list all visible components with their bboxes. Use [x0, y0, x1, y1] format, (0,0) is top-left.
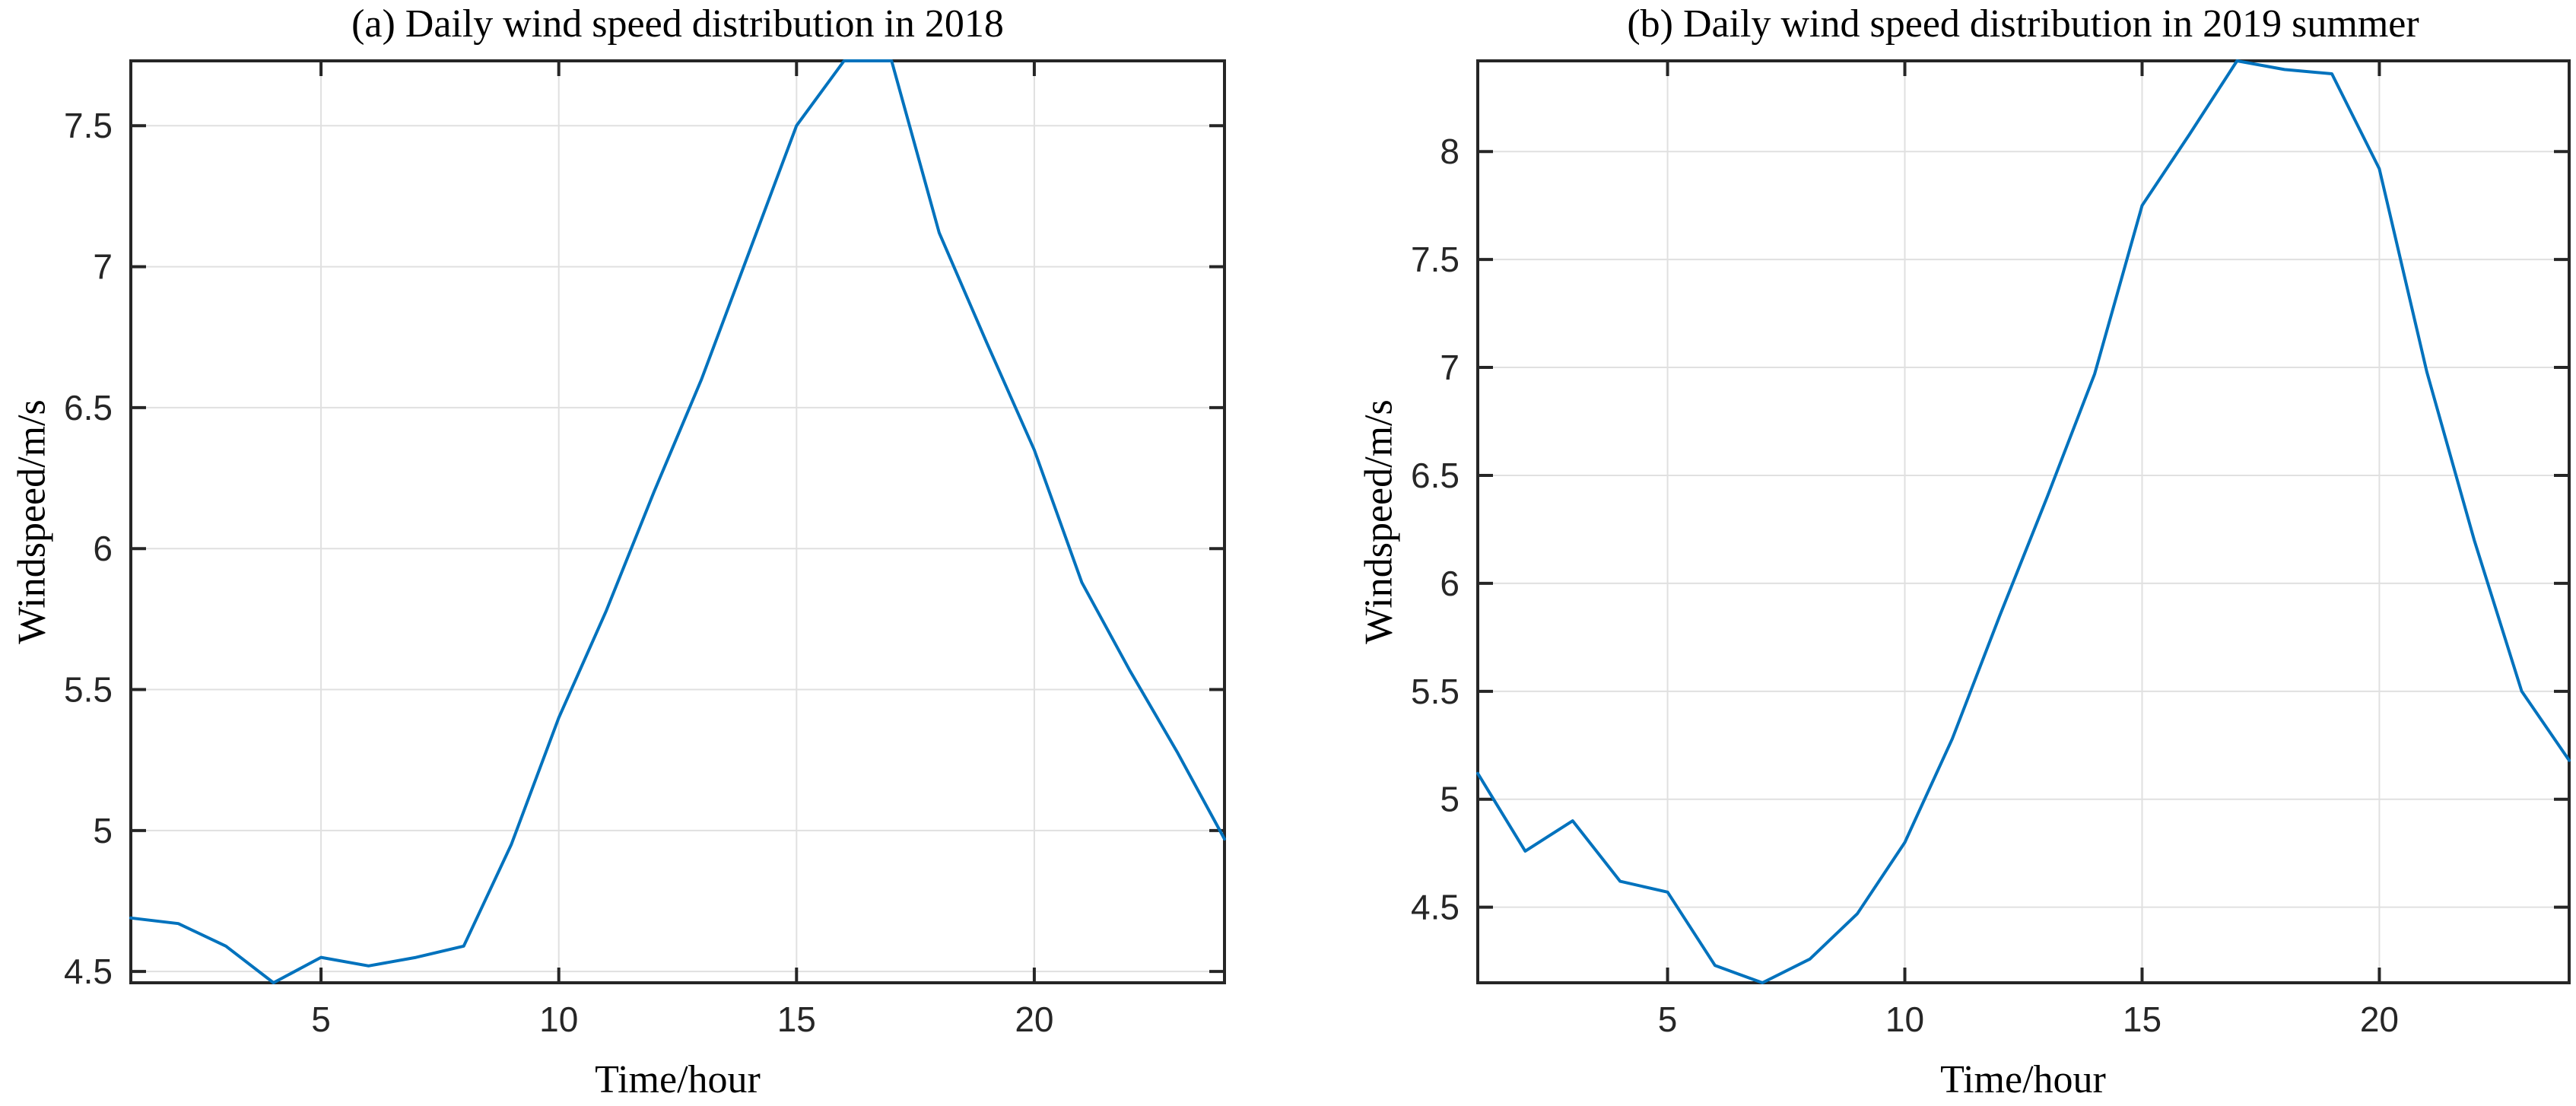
- y-tick-label: 6: [1440, 564, 1460, 603]
- axes-frame: [1476, 59, 2571, 984]
- x-tick-label: 15: [2123, 1000, 2161, 1039]
- plot-background: [131, 61, 1224, 983]
- y-tick-label: 7.5: [64, 106, 113, 145]
- plot-background: [1478, 61, 2569, 983]
- y-tick-label: 7.5: [1411, 240, 1460, 279]
- y-tick-label: 7: [1440, 348, 1460, 387]
- x-tick-label: 10: [539, 1000, 578, 1039]
- y-tick-label: 8: [1440, 132, 1460, 171]
- y-tick-label: 6.5: [1411, 456, 1460, 495]
- y-tick-label: 7: [93, 247, 113, 287]
- x-tick-label: 10: [1885, 1000, 1924, 1039]
- x-tick-label: 20: [2360, 1000, 2399, 1039]
- windspeed-series-line: [129, 59, 1226, 984]
- axes-frame: [129, 59, 1226, 984]
- y-tick-label: 5: [93, 811, 113, 850]
- y-tick-label: 4.5: [1411, 888, 1460, 927]
- y-tick-label: 6: [93, 529, 113, 568]
- x-tick-label: 5: [1658, 1000, 1678, 1039]
- panel-b-xlabel: Time/hour: [1940, 1058, 2106, 1101]
- y-tick-label: 5.5: [1411, 672, 1460, 711]
- panel-a-ylabel: Windspeed/m/s: [10, 399, 54, 644]
- panel-a-title: (a) Daily wind speed distribution in 201…: [351, 2, 1004, 46]
- panel-a-plot: 5 10 15 20 4.5 5 5.5 6 6.5 7 7.5: [64, 59, 1226, 1039]
- panel-b-title: (b) Daily wind speed distribution in 201…: [1627, 2, 2419, 46]
- y-tick-label: 5.5: [64, 670, 113, 710]
- y-tick-label: 4.5: [64, 952, 113, 991]
- x-tick-label: 20: [1015, 1000, 1053, 1039]
- y-tick-label: 6.5: [64, 388, 113, 427]
- x-tick-label: 15: [777, 1000, 816, 1039]
- y-tick-label: 5: [1440, 780, 1460, 819]
- panel-b-ylabel: Windspeed/m/s: [1357, 399, 1401, 644]
- x-tick-label: 5: [311, 1000, 331, 1039]
- panel-a-xlabel: Time/hour: [595, 1058, 761, 1101]
- windspeed-series-line: [1476, 59, 2571, 984]
- panel-b-plot: 5 10 15 20 4.5 5 5.5 6 6.5 7 7.5 8: [1411, 59, 2571, 1039]
